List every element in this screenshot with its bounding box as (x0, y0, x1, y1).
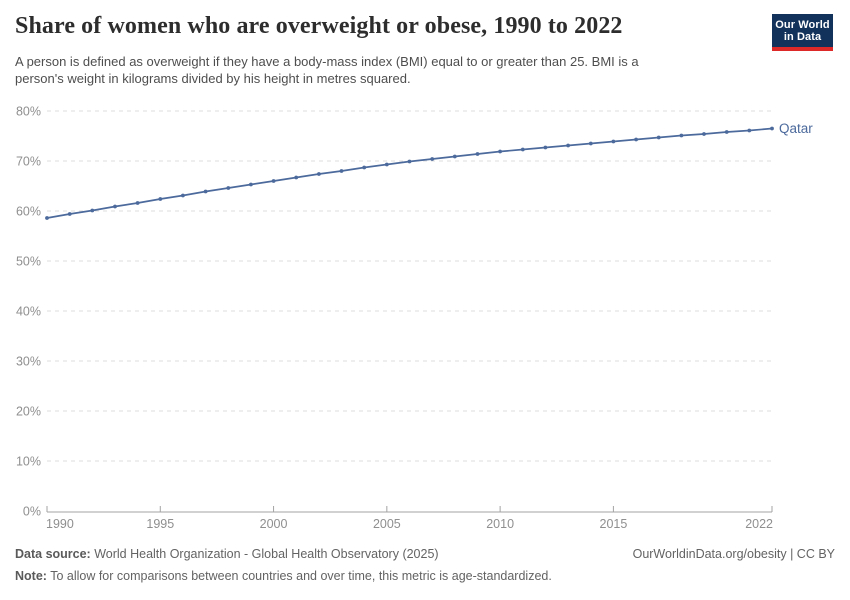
footer-note: Note: To allow for comparisons between c… (15, 568, 835, 584)
data-point-2019[interactable] (702, 132, 706, 136)
data-point-2007[interactable] (430, 157, 435, 161)
data-point-1991[interactable] (67, 212, 72, 216)
owid-logo[interactable]: Our World in Data (772, 14, 833, 51)
data-point-2022[interactable] (770, 126, 774, 131)
y-tick-label-40: 40% (16, 305, 41, 319)
data-point-2008[interactable] (452, 154, 457, 159)
chart-title: Share of women who are overweight or obe… (15, 13, 623, 39)
data-point-2001[interactable] (294, 175, 299, 180)
note-text: To allow for comparisons between countri… (46, 569, 552, 583)
data-point-1997[interactable] (203, 189, 208, 194)
chart-subtitle-line2: person's weight in kilograms divided by … (15, 71, 411, 86)
chart-subtitle: A person is defined as overweight if the… (15, 53, 639, 87)
chart-subtitle-line1: A person is defined as overweight if the… (15, 54, 639, 69)
owid-logo-line1: Our World (775, 18, 830, 31)
data-source-label: Data source: (15, 547, 91, 561)
x-tick-label-1990: 1990 (46, 517, 74, 531)
data-point-2015[interactable] (611, 139, 616, 144)
y-tick-label-20: 20% (16, 405, 41, 419)
series-label-qatar[interactable]: Qatar (779, 121, 813, 136)
x-tick-label-2005: 2005 (373, 517, 401, 531)
data-point-2010[interactable] (498, 149, 502, 154)
data-point-1990[interactable] (45, 216, 49, 220)
y-tick-label-0: 0% (23, 505, 41, 519)
data-point-2017[interactable] (656, 135, 661, 140)
owid-logo-line2: in Data (783, 30, 822, 43)
x-tick-label-2000: 2000 (260, 517, 288, 531)
y-tick-label-80: 80% (16, 105, 41, 119)
footer-link[interactable]: OurWorldinData.org/obesity | CC BY (632, 547, 835, 561)
qatar-line[interactable] (46, 127, 773, 219)
data-point-2013[interactable] (566, 143, 570, 148)
data-point-1994[interactable] (135, 201, 140, 205)
data-source-text: World Health Organization - Global Healt… (90, 547, 439, 561)
y-tick-label-30: 30% (16, 355, 41, 369)
data-point-2000[interactable] (271, 179, 276, 183)
data-point-2021[interactable] (747, 128, 752, 133)
y-tick-label-60: 60% (16, 205, 41, 219)
data-point-1998[interactable] (226, 186, 231, 190)
data-point-2011[interactable] (520, 147, 525, 152)
data-source: Data source: World Health Organization -… (15, 546, 439, 562)
x-tick-label-2010: 2010 (486, 517, 514, 531)
data-point-2005[interactable] (384, 162, 389, 167)
y-tick-label-70: 70% (16, 155, 41, 169)
x-tick-label-1995: 1995 (146, 517, 174, 531)
y-tick-label-50: 50% (16, 255, 41, 269)
data-point-1999[interactable] (249, 182, 253, 187)
data-point-1995[interactable] (158, 197, 163, 201)
data-point-1992[interactable] (90, 208, 95, 213)
data-point-2009[interactable] (475, 152, 480, 156)
chart-footer: Data source: World Health Organization -… (15, 546, 835, 584)
data-point-2002[interactable] (317, 172, 321, 176)
x-tick-label-2015: 2015 (600, 517, 628, 531)
data-point-2003[interactable] (339, 169, 344, 173)
data-point-2016[interactable] (634, 137, 638, 142)
data-point-2018[interactable] (679, 133, 684, 138)
note-label: Note: (15, 569, 47, 583)
data-point-2014[interactable] (588, 141, 593, 146)
data-point-2012[interactable] (543, 145, 548, 150)
x-tick-label-2022: 2022 (745, 517, 773, 531)
data-point-1993[interactable] (113, 204, 117, 209)
data-point-2004[interactable] (362, 165, 367, 170)
data-point-2020[interactable] (724, 130, 729, 134)
y-tick-label-10: 10% (16, 455, 41, 469)
data-point-2006[interactable] (407, 159, 412, 164)
data-point-1996[interactable] (181, 193, 185, 198)
